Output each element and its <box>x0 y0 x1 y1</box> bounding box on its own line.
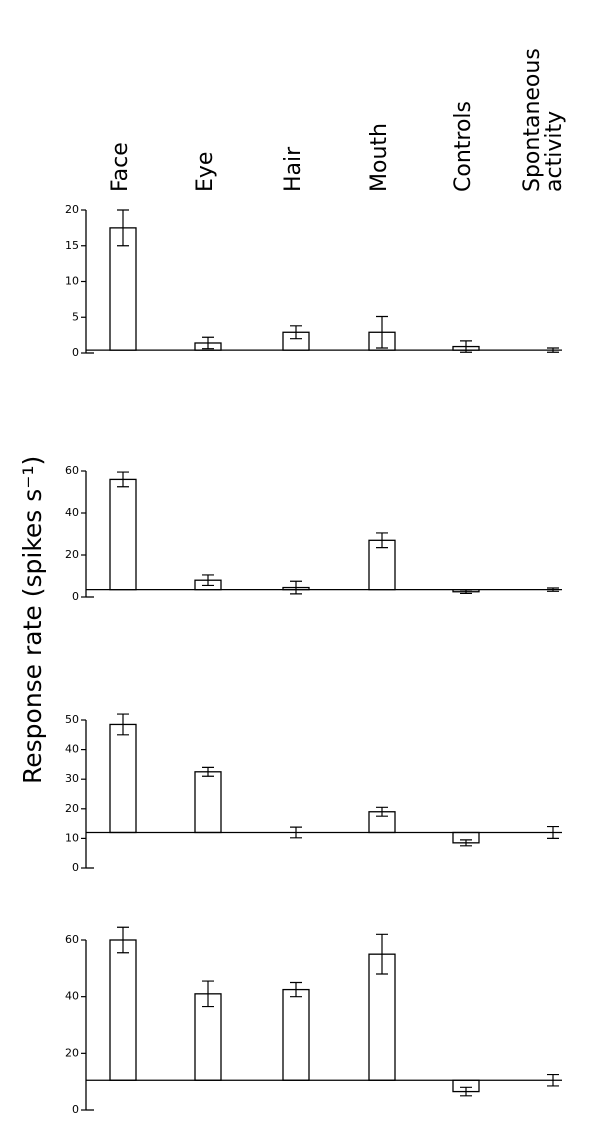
error-bar <box>376 806 388 817</box>
y-tick-label: 60 <box>65 464 79 477</box>
error-bar <box>547 347 559 353</box>
bar <box>109 939 137 1081</box>
y-tick-label: 0 <box>72 861 79 874</box>
category-label: Controls <box>451 101 476 192</box>
category-label: Spontaneous activity <box>520 48 567 192</box>
y-tick-label: 0 <box>72 590 79 603</box>
y-tick-label: 20 <box>65 1046 79 1059</box>
error-bar <box>290 826 302 839</box>
error-bar <box>547 825 559 839</box>
error-bar <box>460 589 472 595</box>
y-tick-label: 20 <box>65 548 79 561</box>
error-bar <box>460 1086 472 1097</box>
error-bar <box>376 933 388 975</box>
error-bar <box>202 336 214 350</box>
error-bar <box>460 839 472 847</box>
error-bar <box>376 532 388 549</box>
category-label: Hair <box>281 146 306 192</box>
y-tick-label: 5 <box>72 310 79 323</box>
error-bar <box>290 981 302 998</box>
category-label: Face <box>108 142 133 192</box>
error-bar <box>547 587 559 592</box>
y-tick-label: 10 <box>65 275 79 288</box>
y-tick-label: 60 <box>65 933 79 946</box>
category-label: Eye <box>193 151 218 192</box>
bar <box>109 478 137 591</box>
bar <box>282 988 310 1081</box>
error-bar <box>547 1073 559 1087</box>
y-tick-label: 0 <box>72 346 79 359</box>
y-tick-label: 20 <box>65 203 79 216</box>
y-tick-label: 40 <box>65 506 79 519</box>
y-tick-label: 20 <box>65 802 79 815</box>
error-bar <box>202 766 214 777</box>
error-bar <box>117 209 129 247</box>
y-tick-label: 30 <box>65 772 79 785</box>
error-bar <box>202 574 214 587</box>
bar <box>194 771 222 834</box>
y-tick-label: 50 <box>65 713 79 726</box>
error-bar <box>376 315 388 349</box>
y-tick-label: 10 <box>65 831 79 844</box>
error-bar <box>117 926 129 954</box>
y-tick-label: 40 <box>65 743 79 756</box>
category-label: Mouth <box>367 123 392 192</box>
error-bar <box>290 580 302 595</box>
error-bar <box>460 340 472 353</box>
error-bar <box>202 980 214 1008</box>
error-bar <box>290 325 302 340</box>
error-bar <box>117 471 129 488</box>
bar <box>109 723 137 834</box>
y-tick-label: 0 <box>72 1103 79 1116</box>
y-tick-label: 40 <box>65 990 79 1003</box>
y-tick-label: 15 <box>65 239 79 252</box>
error-bar <box>117 713 129 736</box>
